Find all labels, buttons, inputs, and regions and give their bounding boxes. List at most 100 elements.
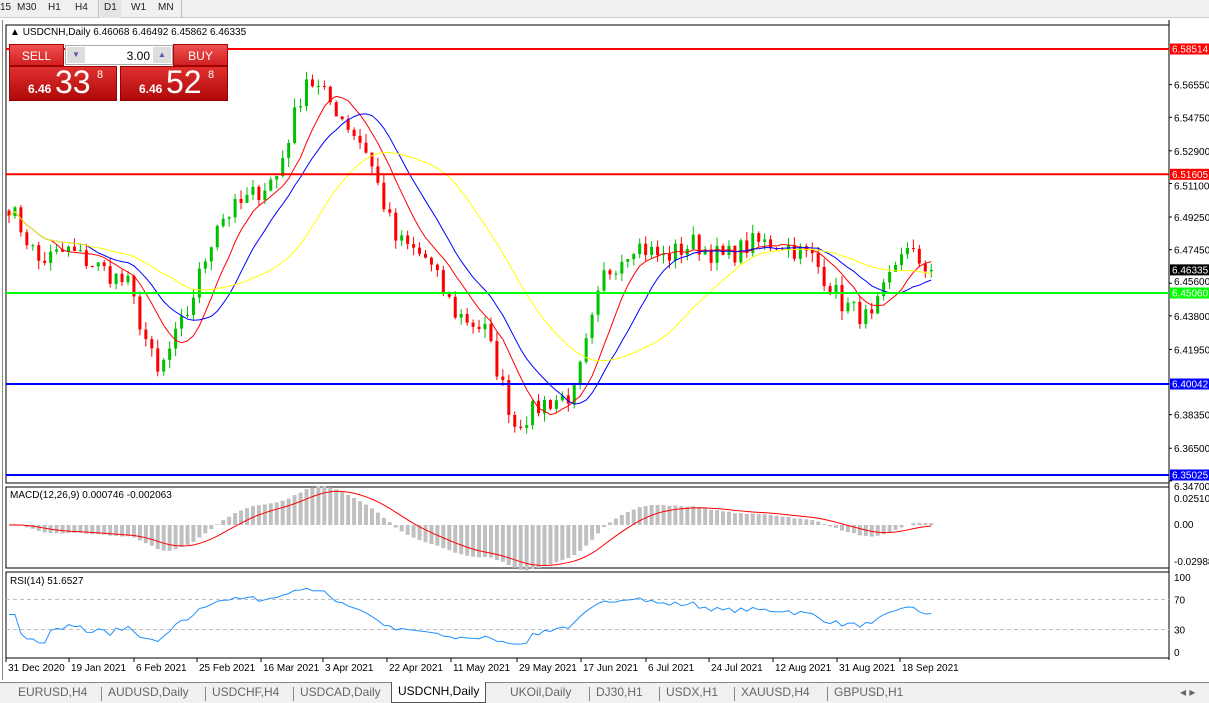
date-tick-label: 6 Jul 2021 xyxy=(648,663,695,674)
candle-body xyxy=(418,247,422,254)
macd-bar xyxy=(167,525,172,551)
macd-bar xyxy=(203,525,208,534)
candle-body xyxy=(864,309,868,325)
candle-body xyxy=(501,376,505,380)
lot-value[interactable]: 3.00 xyxy=(126,49,150,63)
tab-gbpusd-h1[interactable]: GBPUSD,H1 xyxy=(834,685,904,699)
macd-bar xyxy=(483,525,487,558)
tf-m15[interactable]: 15 xyxy=(0,2,12,13)
date-tick-label: 29 May 2021 xyxy=(519,663,577,674)
candle-body xyxy=(525,425,529,428)
rsi-panel-border xyxy=(5,571,1170,659)
macd-bar xyxy=(250,505,255,525)
date-tick-label: 31 Dec 2020 xyxy=(8,663,65,674)
candle-body xyxy=(150,339,154,349)
tab-usdcnh-daily[interactable]: USDCNH,Daily xyxy=(391,682,487,703)
macd-bar xyxy=(625,512,630,525)
macd-bar xyxy=(709,509,714,525)
decrease-lot-icon[interactable]: ▼ xyxy=(67,47,85,63)
macd-bar xyxy=(750,513,755,525)
tab-ukoil-daily[interactable]: UKOil,Daily xyxy=(510,685,572,699)
tab-scroll-arrows-icon[interactable]: ◂ ▸ xyxy=(1180,685,1196,699)
buy-price[interactable]: 6.46 52 8 xyxy=(120,64,228,101)
tab-usdx-h1[interactable]: USDX,H1 xyxy=(666,685,719,699)
candle-body xyxy=(102,262,106,267)
macd-bar xyxy=(340,491,345,525)
sell-price[interactable]: 6.46 33 8 xyxy=(9,64,117,101)
macd-bar xyxy=(84,525,89,534)
macd-bar xyxy=(828,525,833,527)
buy-button[interactable]: BUY xyxy=(173,44,228,66)
tf-w1[interactable]: W1 xyxy=(131,2,146,13)
macd-bar xyxy=(66,525,71,534)
tab-audusd-daily[interactable]: AUDUSD,Daily xyxy=(108,685,189,699)
macd-bar xyxy=(304,489,309,525)
macd-bar xyxy=(869,525,874,537)
collapse-triangle-icon[interactable]: ▲ xyxy=(10,27,23,38)
candle-body xyxy=(870,309,874,314)
level-price-label: 6.35025 xyxy=(1172,470,1209,481)
tf-mn[interactable]: MN xyxy=(158,2,174,13)
level-price-tag xyxy=(1170,469,1209,481)
candle-body xyxy=(19,207,23,233)
candle-body xyxy=(215,225,219,248)
level-price-label: 6.40042 xyxy=(1172,380,1209,391)
macd-bar xyxy=(155,525,160,550)
ma-mid-line xyxy=(8,113,932,405)
macd-bar xyxy=(816,521,821,525)
lot-size-input[interactable]: ▼ 3.00 ▲ xyxy=(65,45,173,65)
tab-usdcad-daily[interactable]: USDCAD,Daily xyxy=(300,685,381,699)
candle-body xyxy=(78,250,82,252)
tf-d1[interactable]: D1 xyxy=(100,0,121,18)
price-chart[interactable]: 6.585146.516056.450606.400426.350256.463… xyxy=(3,20,1209,680)
sell-price-big: 33 xyxy=(55,64,91,100)
candle-body xyxy=(644,243,648,255)
tf-h4[interactable]: H4 xyxy=(75,2,88,13)
candle-body xyxy=(882,282,886,297)
candle-body xyxy=(424,253,427,258)
macd-bar xyxy=(54,525,59,534)
macd-bar xyxy=(929,523,934,525)
tab-dj30-h1[interactable]: DJ30,H1 xyxy=(596,685,643,699)
candle-body xyxy=(834,284,838,294)
tab-eurusd-h4[interactable]: EURUSD,H4 xyxy=(18,685,88,699)
buy-price-prefix: 6.46 xyxy=(139,82,163,96)
increase-lot-icon[interactable]: ▲ xyxy=(153,47,171,63)
sell-price-prefix: 6.46 xyxy=(28,82,52,96)
macd-bar xyxy=(845,525,850,533)
candle-body xyxy=(43,260,47,263)
tab-xauusd-h4[interactable]: XAUUSD,H4 xyxy=(741,685,810,699)
macd-bar xyxy=(286,498,291,525)
macd-bar xyxy=(375,512,380,525)
rsi-tick-label: 30 xyxy=(1174,626,1186,637)
candle-body xyxy=(900,254,903,266)
sell-button[interactable]: SELL xyxy=(9,44,64,66)
candle-body xyxy=(429,257,433,265)
candle-body xyxy=(388,209,392,213)
date-tick-label: 19 Jan 2021 xyxy=(71,663,126,674)
macd-bar xyxy=(298,492,303,525)
candle-body xyxy=(495,341,499,377)
candle-body xyxy=(566,395,570,404)
candle-body xyxy=(638,243,642,255)
candle-body xyxy=(114,273,118,284)
tab-usdchf-h4[interactable]: USDCHF,H4 xyxy=(212,685,280,699)
tf-h1[interactable]: H1 xyxy=(48,2,61,13)
candle-body xyxy=(281,157,285,177)
candle-body xyxy=(560,395,564,401)
macd-bar xyxy=(804,519,809,525)
macd-bar xyxy=(137,525,142,541)
candle-body xyxy=(352,129,356,136)
macd-bar xyxy=(24,525,29,528)
candle-body xyxy=(739,240,743,263)
candle-body xyxy=(667,253,671,261)
date-tick-label: 31 Aug 2021 xyxy=(839,663,896,674)
tf-m30[interactable]: M30 xyxy=(17,2,37,13)
candle-body xyxy=(923,263,927,272)
candle-body xyxy=(691,234,695,249)
candle-body xyxy=(84,250,88,266)
level-price-tag xyxy=(1170,168,1209,180)
candle-body xyxy=(233,198,237,218)
macd-bar xyxy=(685,506,690,525)
level-price-tag xyxy=(1170,378,1209,390)
